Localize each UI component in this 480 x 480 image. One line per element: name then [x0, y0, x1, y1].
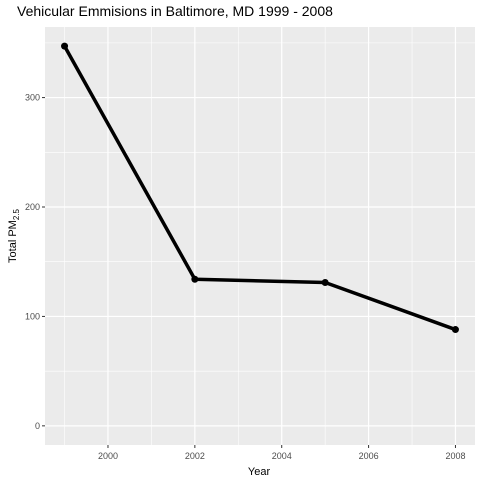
chart-title: Vehicular Emmisions in Baltimore, MD 199… [17, 3, 333, 19]
x-tick-label: 2000 [98, 451, 118, 461]
data-point [451, 326, 459, 334]
x-tick-label: 2004 [272, 451, 292, 461]
y-axis-label: Total PM2.5 [7, 208, 21, 262]
y-axis-ticks: 0 100 200 300 [25, 93, 45, 431]
y-tick-label: 200 [25, 202, 40, 212]
grid-minor [45, 27, 475, 445]
x-tick-label: 2008 [445, 451, 465, 461]
y-axis-label-prefix: Total PM [7, 220, 19, 263]
series-line [62, 44, 458, 332]
x-tick-label: 2006 [359, 451, 379, 461]
data-point [321, 279, 329, 287]
y-axis-label-subscript: 2.5 [12, 208, 21, 220]
plot-panel [45, 27, 475, 445]
x-axis-ticks: 2000 2002 2004 2006 2008 [98, 445, 465, 461]
x-axis-label: Year [248, 466, 271, 478]
y-tick-label: 0 [35, 421, 40, 431]
y-tick-label: 300 [25, 93, 40, 103]
series-total-pm25 [61, 42, 459, 334]
x-tick-label: 2002 [185, 451, 205, 461]
data-point [61, 42, 69, 50]
y-tick-label: 100 [25, 311, 40, 321]
data-point [191, 275, 199, 283]
grid-major [45, 27, 475, 445]
